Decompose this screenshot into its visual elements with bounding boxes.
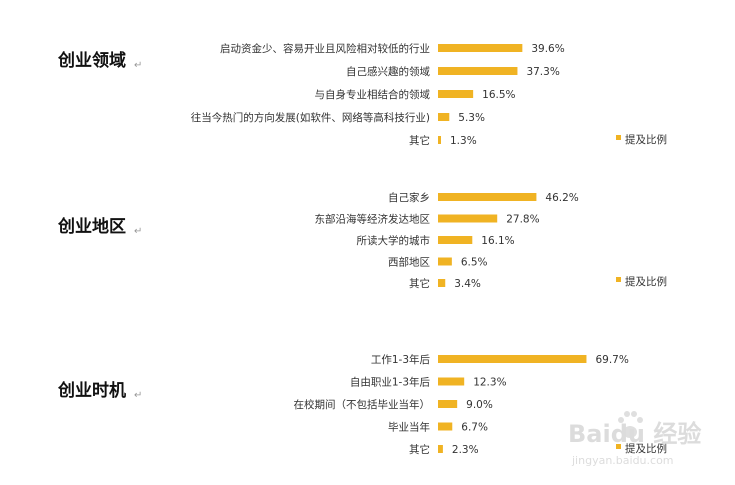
bar xyxy=(438,236,473,244)
category-label: 启动资金少、容易开业且风险相对较低的行业 xyxy=(220,42,430,55)
legend-label: 提及比例 xyxy=(625,442,667,455)
category-label: 往当今热门的方向发展(如软件、网络等高科技行业) xyxy=(191,111,430,124)
category-label: 自己家乡 xyxy=(388,191,430,204)
section-title: 创业领域 xyxy=(57,50,126,71)
value-label: 12.3% xyxy=(473,377,506,389)
value-label: 16.5% xyxy=(482,89,515,101)
legend-swatch xyxy=(616,277,621,282)
bar xyxy=(438,445,443,453)
bar xyxy=(438,44,523,52)
value-label: 37.3% xyxy=(526,66,559,78)
value-label: 5.3% xyxy=(458,112,485,124)
value-label: 46.2% xyxy=(545,192,578,204)
category-label: 毕业当年 xyxy=(388,421,430,434)
category-label: 工作1-3年后 xyxy=(371,353,430,366)
chart-section-2: 创业地区 ↵ 自己家乡 46.2% 东部沿海等经济发达地区 27.8% 所读大学的城市 16.… xyxy=(57,191,667,290)
paw-logo-icon xyxy=(618,411,643,438)
value-label: 1.3% xyxy=(450,135,477,147)
category-label: 与自身专业相结合的领域 xyxy=(315,88,431,101)
bar xyxy=(438,400,458,408)
value-label: 69.7% xyxy=(595,354,628,366)
bar xyxy=(438,90,474,98)
bar xyxy=(438,113,450,121)
legend-label: 提及比例 xyxy=(625,275,667,288)
paragraph-mark: ↵ xyxy=(134,226,142,237)
value-label: 27.8% xyxy=(506,214,539,226)
bar xyxy=(438,422,453,431)
section-title: 创业地区 xyxy=(57,216,126,237)
section-title: 创业时机 xyxy=(57,380,126,401)
baidu-jingyan-watermark: Baidu 经验 jingyan.baidu.com xyxy=(568,411,701,467)
category-label: 自由职业1-3年后 xyxy=(350,376,430,389)
value-label: 6.5% xyxy=(461,257,488,269)
category-label: 其它 xyxy=(409,443,430,456)
charts-group: 创业领域 ↵ 启动资金少、容易开业且风险相对较低的行业 39.6% 自己感兴趣的领域 37… xyxy=(57,42,667,456)
bar xyxy=(438,214,498,223)
category-label: 所读大学的城市 xyxy=(357,234,431,247)
watermark-sub-text: jingyan.baidu.com xyxy=(571,454,674,467)
value-label: 16.1% xyxy=(481,235,514,247)
value-label: 3.4% xyxy=(454,278,481,290)
value-label: 9.0% xyxy=(466,399,493,411)
legend-label: 提及比例 xyxy=(625,133,667,146)
bar xyxy=(438,136,441,144)
watermark-main-text: Baidu 经验 xyxy=(568,420,701,448)
bar xyxy=(438,279,446,287)
bar xyxy=(438,377,465,386)
value-label: 2.3% xyxy=(452,444,479,456)
value-label: 6.7% xyxy=(461,422,488,434)
legend-swatch xyxy=(616,135,621,140)
chart-section-1: 创业领域 ↵ 启动资金少、容易开业且风险相对较低的行业 39.6% 自己感兴趣的领域 37… xyxy=(57,42,667,147)
paragraph-mark: ↵ xyxy=(134,60,142,71)
category-label: 在校期间（不包括毕业当年） xyxy=(294,398,431,411)
chart-section-3: 创业时机 ↵ 工作1-3年后 69.7% 自由职业1-3年后 12.3% 在校期间（不包括毕… xyxy=(57,353,667,456)
bar xyxy=(438,257,452,266)
category-label: 西部地区 xyxy=(388,256,430,269)
value-label: 39.6% xyxy=(531,43,564,55)
paragraph-mark: ↵ xyxy=(134,390,142,401)
category-label: 其它 xyxy=(409,277,430,290)
category-label: 其它 xyxy=(409,134,430,147)
bar xyxy=(438,355,587,363)
bar xyxy=(438,193,537,201)
bar xyxy=(438,67,518,75)
category-label: 自己感兴趣的领域 xyxy=(346,65,430,78)
category-label: 东部沿海等经济发达地区 xyxy=(315,213,431,226)
legend-swatch xyxy=(616,444,621,449)
